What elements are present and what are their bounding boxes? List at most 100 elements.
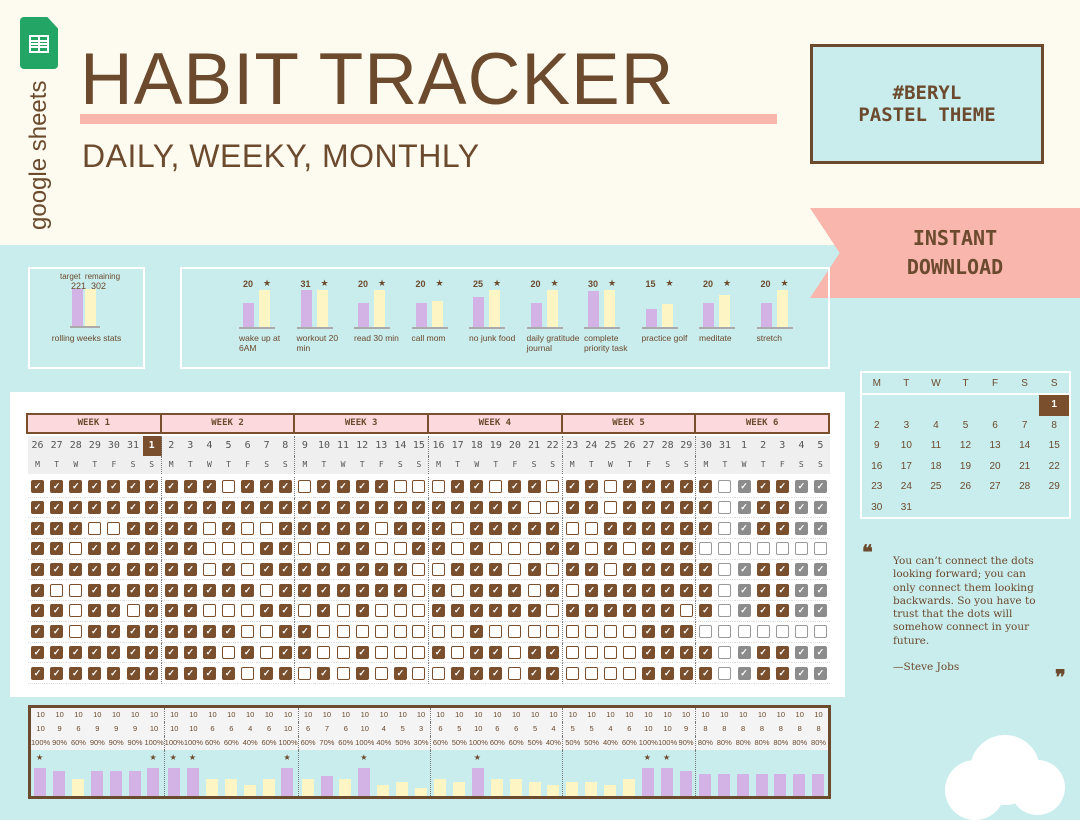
checkbox-checked-icon[interactable]: ✓ [31, 480, 45, 494]
checkbox-checked-icon[interactable]: ✓ [278, 563, 292, 577]
checkbox-checked-icon[interactable]: ✓ [622, 604, 636, 618]
habit-checkbox[interactable] [412, 583, 426, 597]
checkbox-checked-icon[interactable]: ✓ [546, 645, 560, 659]
checkbox-checked-icon[interactable]: ✓ [298, 521, 312, 535]
checkbox-checked-icon[interactable]: ✓ [69, 645, 83, 659]
checkbox-checked-icon[interactable]: ✓ [584, 563, 598, 577]
checkbox-checked-icon[interactable]: ✓ [164, 604, 178, 618]
checkbox-checked-icon[interactable]: ✓ [622, 563, 636, 577]
checkbox-checked-icon[interactable]: ✓ [699, 645, 713, 659]
checkbox-checked-icon[interactable]: ✓ [164, 666, 178, 680]
checkbox-checked-icon[interactable]: ✓ [145, 501, 159, 515]
checkbox-checked-icon[interactable]: ✓ [336, 542, 350, 556]
checkbox-checked-icon[interactable]: ✓ [679, 501, 693, 515]
checkbox-checked-icon[interactable]: ✓ [183, 501, 197, 515]
checkbox-checked-icon[interactable]: ✓ [679, 625, 693, 639]
checkbox-checked-icon[interactable]: ✓ [221, 625, 235, 639]
habit-checkbox[interactable] [393, 480, 407, 494]
checkbox-checked-icon[interactable]: ✓ [775, 604, 789, 618]
checkbox-checked-icon[interactable]: ✓ [31, 563, 45, 577]
calendar-day[interactable]: 29 [1048, 481, 1060, 492]
habit-checkbox[interactable] [565, 645, 579, 659]
checkbox-checked-icon[interactable]: ✓ [565, 563, 579, 577]
checkbox-checked-icon[interactable]: ✓ [699, 604, 713, 618]
checkbox-checked-icon[interactable]: ✓ [642, 645, 656, 659]
habit-checkbox[interactable] [432, 666, 446, 680]
checkbox-checked-icon[interactable]: ✓ [565, 480, 579, 494]
habit-checkbox[interactable] [336, 666, 350, 680]
habit-checkbox[interactable] [317, 645, 331, 659]
checkbox-checked-icon[interactable]: ✓ [126, 501, 140, 515]
habit-checkbox[interactable] [737, 542, 751, 556]
checkbox-checked-icon[interactable]: ✓ [164, 501, 178, 515]
checkbox-checked-icon[interactable]: ✓ [622, 521, 636, 535]
checkbox-checked-icon[interactable]: ✓ [164, 521, 178, 535]
checkbox-checked-icon[interactable]: ✓ [202, 645, 216, 659]
checkbox-checked-icon[interactable]: ✓ [393, 583, 407, 597]
checkbox-checked-icon[interactable]: ✓ [88, 542, 102, 556]
habit-checkbox[interactable] [202, 563, 216, 577]
checkbox-checked-icon[interactable]: ✓ [565, 501, 579, 515]
checkbox-checked-icon[interactable]: ✓ [355, 480, 369, 494]
habit-checkbox[interactable] [374, 521, 388, 535]
checkbox-checked-icon[interactable]: ✓ [145, 625, 159, 639]
habit-checkbox[interactable] [374, 666, 388, 680]
checkbox-checked-icon[interactable]: ✓ [260, 563, 274, 577]
checkbox-checked-icon[interactable]: ✓ [813, 666, 827, 680]
habit-checkbox[interactable] [565, 521, 579, 535]
calendar-day[interactable]: 5 [962, 419, 969, 431]
checkbox-checked-icon[interactable]: ✓ [126, 625, 140, 639]
habit-checkbox[interactable] [718, 563, 732, 577]
habit-checkbox[interactable] [69, 625, 83, 639]
habit-checkbox[interactable] [126, 604, 140, 618]
habit-checkbox[interactable] [374, 645, 388, 659]
habit-checkbox[interactable] [775, 542, 789, 556]
checkbox-checked-icon[interactable]: ✓ [622, 583, 636, 597]
habit-checkbox[interactable] [546, 625, 560, 639]
habit-checkbox[interactable] [546, 480, 560, 494]
habit-checkbox[interactable] [221, 542, 235, 556]
checkbox-checked-icon[interactable]: ✓ [661, 583, 675, 597]
checkbox-checked-icon[interactable]: ✓ [699, 480, 713, 494]
checkbox-checked-icon[interactable]: ✓ [661, 666, 675, 680]
habit-checkbox[interactable] [622, 625, 636, 639]
habit-checkbox[interactable] [584, 521, 598, 535]
checkbox-checked-icon[interactable]: ✓ [107, 501, 121, 515]
habit-checkbox[interactable] [775, 625, 789, 639]
habit-checkbox[interactable] [565, 666, 579, 680]
checkbox-checked-icon[interactable]: ✓ [432, 604, 446, 618]
habit-checkbox[interactable] [241, 625, 255, 639]
checkbox-checked-icon[interactable]: ✓ [527, 480, 541, 494]
checkbox-checked-icon[interactable]: ✓ [775, 583, 789, 597]
checkbox-checked-icon[interactable]: ✓ [50, 521, 64, 535]
checkbox-checked-icon[interactable]: ✓ [336, 480, 350, 494]
checkbox-checked-icon[interactable]: ✓ [737, 563, 751, 577]
checkbox-checked-icon[interactable]: ✓ [775, 563, 789, 577]
habit-checkbox[interactable] [603, 563, 617, 577]
checkbox-checked-icon[interactable]: ✓ [756, 501, 770, 515]
calendar-day[interactable]: 24 [900, 481, 912, 492]
habit-checkbox[interactable] [241, 666, 255, 680]
habit-checkbox[interactable] [794, 625, 808, 639]
checkbox-checked-icon[interactable]: ✓ [679, 645, 693, 659]
checkbox-checked-icon[interactable]: ✓ [756, 521, 770, 535]
calendar-day[interactable]: 20 [989, 460, 1001, 472]
checkbox-checked-icon[interactable]: ✓ [794, 501, 808, 515]
calendar-day[interactable]: 22 [1048, 460, 1060, 472]
habit-checkbox[interactable] [699, 625, 713, 639]
checkbox-checked-icon[interactable]: ✓ [126, 480, 140, 494]
checkbox-checked-icon[interactable]: ✓ [661, 480, 675, 494]
calendar-day[interactable]: 30 [871, 501, 883, 513]
checkbox-checked-icon[interactable]: ✓ [183, 480, 197, 494]
checkbox-checked-icon[interactable]: ✓ [278, 625, 292, 639]
habit-checkbox[interactable] [298, 542, 312, 556]
habit-checkbox[interactable] [527, 501, 541, 515]
checkbox-checked-icon[interactable]: ✓ [622, 480, 636, 494]
checkbox-checked-icon[interactable]: ✓ [221, 521, 235, 535]
calendar-day[interactable]: 13 [989, 440, 1001, 451]
checkbox-checked-icon[interactable]: ✓ [183, 625, 197, 639]
checkbox-checked-icon[interactable]: ✓ [699, 521, 713, 535]
checkbox-checked-icon[interactable]: ✓ [260, 480, 274, 494]
habit-checkbox[interactable] [699, 542, 713, 556]
checkbox-checked-icon[interactable]: ✓ [145, 521, 159, 535]
